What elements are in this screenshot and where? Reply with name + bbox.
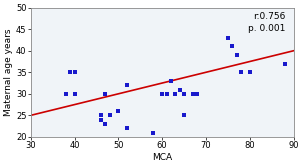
Point <box>116 110 121 112</box>
Point <box>98 118 103 121</box>
Point <box>225 37 230 39</box>
Point <box>177 88 182 91</box>
Point <box>168 80 173 82</box>
Point <box>238 71 243 74</box>
Point <box>125 84 130 86</box>
Text: r:0.756
p. 0.001: r:0.756 p. 0.001 <box>248 12 286 33</box>
Point <box>103 123 108 125</box>
Point <box>181 114 186 117</box>
Point <box>160 92 165 95</box>
Point <box>181 92 186 95</box>
Point <box>230 45 235 48</box>
Point <box>72 92 77 95</box>
Point <box>63 92 68 95</box>
Point <box>103 92 108 95</box>
Point <box>234 54 239 56</box>
Y-axis label: Maternal age years: Maternal age years <box>4 29 13 116</box>
Point <box>173 92 178 95</box>
Point <box>168 80 173 82</box>
Point <box>282 62 287 65</box>
Point <box>98 114 103 117</box>
Point <box>107 114 112 117</box>
Point <box>190 92 195 95</box>
Point <box>72 71 77 74</box>
X-axis label: MCA: MCA <box>152 153 172 162</box>
Point <box>173 92 178 95</box>
Point <box>247 71 252 74</box>
Point <box>164 92 169 95</box>
Point <box>151 131 156 134</box>
Point <box>125 127 130 130</box>
Point <box>68 71 73 74</box>
Point <box>195 92 200 95</box>
